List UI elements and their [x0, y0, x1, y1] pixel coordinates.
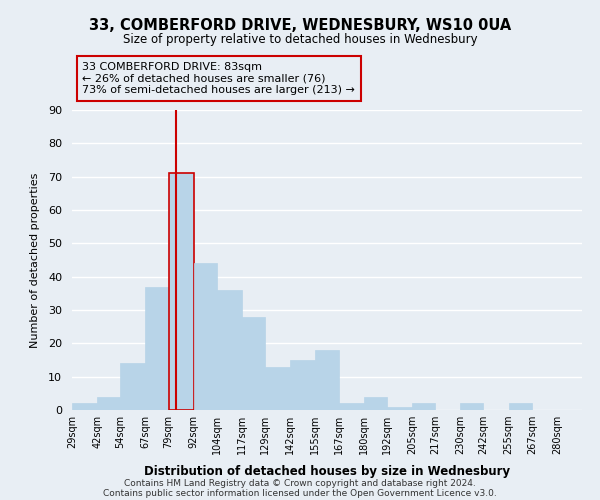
- Bar: [217, 290, 242, 410]
- Bar: [72, 404, 97, 410]
- Bar: [290, 360, 316, 410]
- Bar: [169, 174, 194, 410]
- Bar: [338, 404, 364, 410]
- Text: 33, COMBERFORD DRIVE, WEDNESBURY, WS10 0UA: 33, COMBERFORD DRIVE, WEDNESBURY, WS10 0…: [89, 18, 511, 32]
- Bar: [145, 286, 169, 410]
- Bar: [509, 404, 532, 410]
- Bar: [460, 404, 484, 410]
- Text: 33 COMBERFORD DRIVE: 83sqm
← 26% of detached houses are smaller (76)
73% of semi: 33 COMBERFORD DRIVE: 83sqm ← 26% of deta…: [82, 62, 355, 95]
- Text: Contains HM Land Registry data © Crown copyright and database right 2024.: Contains HM Land Registry data © Crown c…: [124, 478, 476, 488]
- Bar: [412, 404, 435, 410]
- Bar: [120, 364, 145, 410]
- X-axis label: Distribution of detached houses by size in Wednesbury: Distribution of detached houses by size …: [144, 466, 510, 478]
- Bar: [242, 316, 265, 410]
- Bar: [194, 264, 217, 410]
- Bar: [387, 406, 412, 410]
- Bar: [364, 396, 387, 410]
- Bar: [316, 350, 338, 410]
- Bar: [265, 366, 290, 410]
- Text: Contains public sector information licensed under the Open Government Licence v3: Contains public sector information licen…: [103, 488, 497, 498]
- Y-axis label: Number of detached properties: Number of detached properties: [30, 172, 40, 348]
- Text: Size of property relative to detached houses in Wednesbury: Size of property relative to detached ho…: [122, 32, 478, 46]
- Bar: [97, 396, 120, 410]
